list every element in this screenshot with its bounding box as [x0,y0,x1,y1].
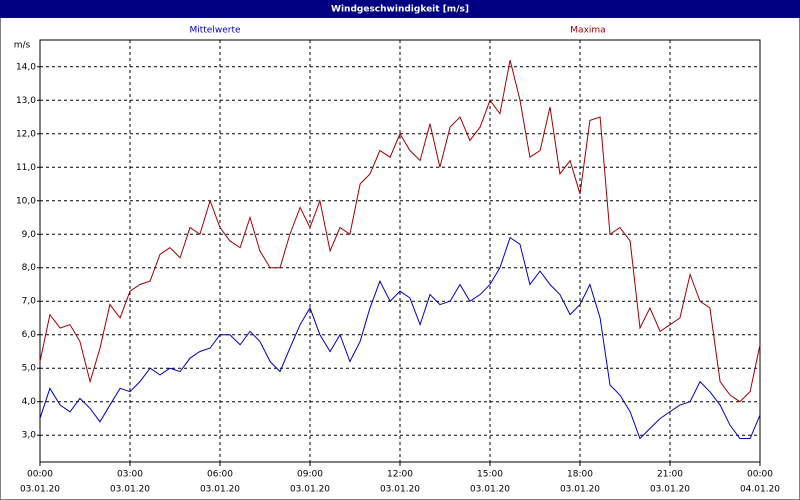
x-tick-date: 03.01.20 [470,485,510,495]
x-tick-date: 03.01.20 [290,485,330,495]
y-tick-label: 9,0 [22,230,37,240]
x-tick-date: 03.01.20 [380,485,420,495]
y-tick-label: 8,0 [22,263,37,273]
y-tick-label: 7,0 [22,297,37,307]
x-tick-label: 06:00 [207,470,233,480]
x-tick-date: 03.01.20 [560,485,600,495]
x-tick-label: 03:00 [117,470,143,480]
y-tick-label: 4,0 [22,397,37,407]
x-tick-date: 03.01.20 [200,485,240,495]
y-tick-label: 5,0 [22,364,37,374]
title-bar [0,0,800,18]
x-tick-date: 03.01.20 [20,485,60,495]
y-tick-label: 6,0 [22,330,37,340]
y-tick-label: 13,0 [16,96,36,106]
y-unit: m/s [14,41,31,51]
series-line [39,59,761,403]
legend-entry: Mittelwerte [189,26,240,36]
x-tick-date: 04.01.20 [740,485,780,495]
x-tick-date: 03.01.20 [110,485,150,495]
chart-title: Windgeschwindigkeit [m/s] [331,5,469,15]
x-tick-label: 09:00 [297,470,323,480]
x-tick-label: 21:00 [657,470,683,480]
x-tick-label: 12:00 [387,470,413,480]
y-tick-label: 10,0 [16,196,36,206]
x-tick-label: 15:00 [477,470,503,480]
y-tick-label: 3,0 [22,431,37,441]
y-tick-label: 12,0 [16,129,36,139]
y-tick-label: 11,0 [16,163,36,173]
x-tick-label: 00:00 [27,470,53,480]
x-tick-label: 18:00 [567,470,593,480]
x-tick-label: 00:00 [747,470,773,480]
series-line [39,236,761,440]
y-tick-label: 14,0 [16,62,36,72]
x-tick-date: 03.01.20 [650,485,690,495]
legend-entry: Maxima [570,26,605,36]
